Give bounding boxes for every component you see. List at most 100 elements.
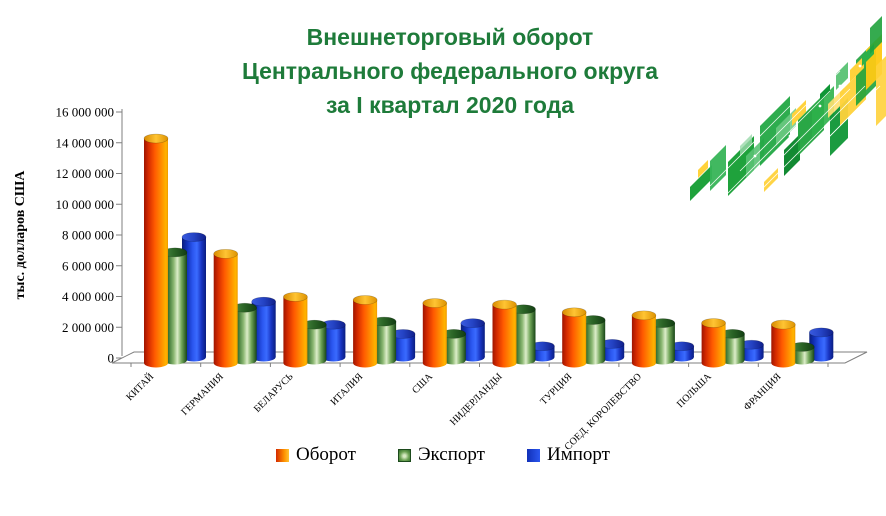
- decoration-line: [784, 85, 881, 182]
- cylinder-body: [283, 296, 308, 363]
- decoration-shape: [792, 100, 806, 126]
- export-legend-marker-icon: [398, 448, 411, 462]
- legend-item-export: Экспорт: [398, 444, 485, 466]
- cylinder-body: [144, 138, 168, 363]
- decoration-dot: [788, 134, 792, 138]
- cylinder-top: [181, 232, 207, 242]
- cylinder-body: [669, 346, 694, 357]
- y-axis-title: тыс. долларов США: [13, 170, 28, 300]
- cylinder-top: [561, 307, 587, 318]
- bar-group-4: [352, 295, 416, 368]
- turnover-legend-label: Оборот: [296, 444, 356, 465]
- chart-title-line-1: Внешнеторговый оборот: [306, 24, 594, 50]
- page-title: Внешнеторговый оборот Центрального федер…: [150, 20, 750, 122]
- y-tick-label: 6 000 000: [62, 258, 114, 273]
- decoration-shape: [812, 86, 834, 138]
- x-tick-label: ПОЛЬША: [675, 371, 714, 410]
- y-tick-label: 14 000 000: [56, 135, 115, 150]
- x-tick-label: КИТАЙ: [124, 371, 156, 403]
- y-tick-label: 10 000 000: [56, 197, 115, 212]
- cylinder-top: [631, 310, 657, 321]
- cylinder-body: [771, 324, 796, 363]
- bar-group-9: [701, 318, 764, 368]
- decoration-dot: [858, 64, 862, 68]
- chart-legend: Оборот Экспорт Импорт: [0, 444, 886, 466]
- decoration-shape: [820, 84, 830, 102]
- decoration-shape: [690, 165, 712, 201]
- bar-Оборот-США: [422, 298, 448, 368]
- decoration-line: [709, 95, 801, 187]
- decoration-shape: [850, 56, 864, 82]
- bar-Импорт-НИДЕРЛАНДЫ: [530, 341, 555, 362]
- cylinder-top: [283, 292, 308, 302]
- cylinder-top: [251, 296, 277, 307]
- bar-Оборот-ТУРЦИЯ: [561, 307, 587, 368]
- cylinder-body: [530, 346, 555, 357]
- cylinder-body: [701, 323, 726, 363]
- cylinder-top: [422, 298, 448, 308]
- x-tick-label: БЕЛАРУСЬ: [252, 371, 296, 415]
- chart-title-line-3: за I квартал 2020 года: [325, 92, 574, 118]
- cylinder-body: [562, 312, 587, 363]
- cylinder-top: [701, 318, 726, 328]
- decoration-dot: [838, 84, 842, 88]
- cylinder-body: [492, 304, 517, 363]
- bar-Импорт-ИТАЛИЯ: [390, 329, 416, 362]
- x-tick-label: ФРАНЦИЯ: [742, 371, 784, 413]
- decoration-shape: [784, 134, 800, 176]
- import-legend-marker-icon: [526, 448, 540, 462]
- x-tick-label: США: [410, 371, 435, 396]
- cylinder-body: [391, 333, 416, 357]
- x-tick-label: ГЕРМАНИЯ: [179, 371, 226, 418]
- decoration-shape: [740, 134, 752, 156]
- cylinder-body: [422, 303, 447, 363]
- bar-group-6: [492, 299, 555, 368]
- decoration-dot: [753, 154, 757, 158]
- decoration-shape: [836, 62, 848, 90]
- bar-Импорт-ФРАНЦИЯ: [808, 327, 834, 362]
- decoration-line: [719, 90, 831, 202]
- x-tick-label: ИТАЛИЯ: [329, 371, 366, 408]
- bar-Импорт-СОЕД. КОРОЛЕВСТВО: [669, 341, 695, 362]
- x-tick-label: НИДЕРЛАНДЫ: [448, 371, 505, 428]
- decoration-line: [734, 88, 851, 205]
- decoration-shape: [870, 16, 882, 54]
- bar-Оборот-ПОЛЬША: [701, 318, 726, 368]
- bar-group-8: [631, 310, 695, 368]
- y-tick-label: 16 000 000: [56, 105, 115, 120]
- decoration-shape: [728, 136, 754, 196]
- cylinder-top: [143, 133, 169, 144]
- legend-item-turnover: Оборот: [276, 444, 356, 466]
- decoration-dot: [818, 104, 822, 108]
- bar-Оборот-ИТАЛИЯ: [352, 295, 378, 368]
- cylinder-body: [631, 315, 656, 363]
- bar-group-1: [143, 133, 207, 368]
- bar-group-3: [283, 292, 346, 368]
- decoration-dot: [773, 164, 777, 168]
- cylinder-top: [492, 299, 517, 310]
- bar-Оборот-СОЕД. КОРОЛЕВСТВО: [631, 310, 657, 368]
- bar-Оборот-ГЕРМАНИЯ: [213, 249, 238, 368]
- cylinder-body: [353, 299, 378, 363]
- y-tick-label: 12 000 000: [56, 166, 115, 181]
- bar-group-10: [770, 319, 834, 368]
- bar-Экспорт-ФРАНЦИЯ: [789, 342, 815, 365]
- x-tick-label: СОЕД. КОРОЛЕВСТВО: [563, 371, 644, 452]
- y-tick-label: 8 000 000: [62, 228, 114, 243]
- legend-item-import: Импорт: [526, 444, 610, 466]
- import-legend-label: Импорт: [546, 444, 610, 465]
- turnover-legend-marker-icon: [276, 448, 290, 462]
- decoration-shape: [746, 138, 764, 178]
- cylinder-top: [808, 327, 834, 338]
- cylinder-top: [352, 295, 378, 305]
- decoration-graphic: [690, 16, 886, 205]
- bar-group-5: [422, 298, 486, 368]
- y-tick-label: 0: [108, 351, 115, 366]
- decoration-shape: [776, 108, 796, 146]
- x-tick-label: ТУРЦИЯ: [538, 371, 574, 407]
- decoration-shape: [698, 160, 708, 178]
- bar-Оборот-КИТАЙ: [143, 133, 169, 368]
- bar-Оборот-НИДЕРЛАНДЫ: [492, 299, 517, 368]
